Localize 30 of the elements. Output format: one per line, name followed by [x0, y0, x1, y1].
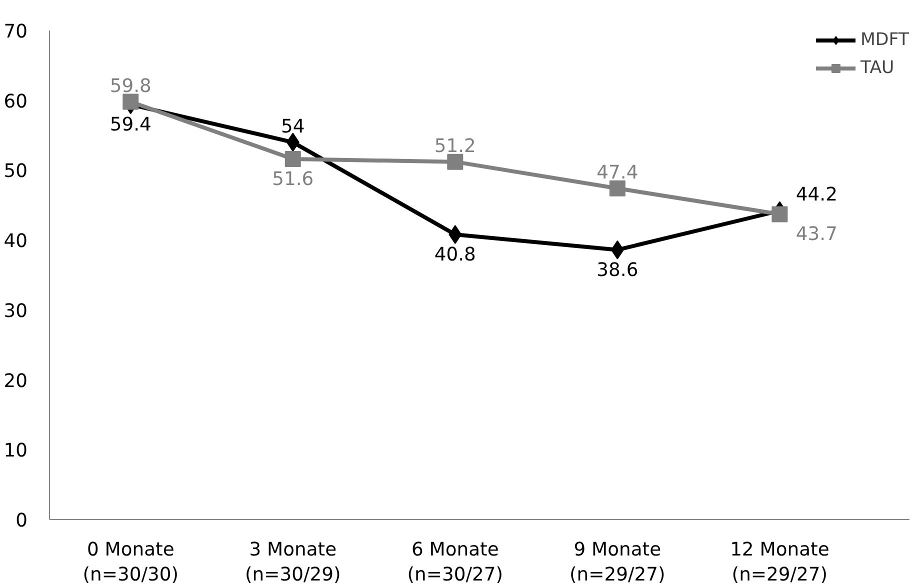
data-label: 38.6 — [596, 260, 638, 281]
y-tick-label: 30 — [4, 300, 28, 322]
y-tick-label: 0 — [16, 510, 28, 532]
legend-label: TAU — [860, 58, 894, 78]
point — [609, 180, 626, 196]
y-tick-label: 70 — [4, 22, 28, 42]
data-label: 43.7 — [796, 224, 838, 246]
point — [447, 154, 464, 170]
point — [772, 206, 788, 222]
y-tick-label: 10 — [4, 440, 28, 462]
x-tick-label: 6 Monate (n=30/27) — [407, 540, 504, 586]
y-tick-label: 50 — [4, 161, 28, 182]
legend-label: MDFT — [860, 30, 909, 50]
data-label: 44.2 — [796, 184, 838, 206]
data-label: 59.8 — [110, 76, 152, 97]
data-label: 40.8 — [434, 244, 476, 266]
x-tick-label: 12 Monate (n=29/27) — [730, 540, 830, 586]
data-label: 59.4 — [110, 114, 152, 136]
x-tick-label: 3 Monate (n=30/29) — [245, 540, 341, 586]
data-label: 51.6 — [272, 169, 314, 190]
y-tick-label: 60 — [4, 91, 28, 112]
y-tick-label: 40 — [4, 231, 28, 252]
data-label: 51.2 — [434, 136, 476, 157]
point — [284, 151, 301, 168]
data-label: 47.4 — [596, 162, 638, 184]
x-tick-label: 9 Monate (n=29/27) — [570, 540, 666, 586]
x-tick-label: 0 Monate (n=30/30) — [82, 540, 179, 586]
point — [122, 94, 139, 110]
y-tick-label: 20 — [4, 370, 28, 392]
data-label: 54 — [281, 116, 305, 138]
